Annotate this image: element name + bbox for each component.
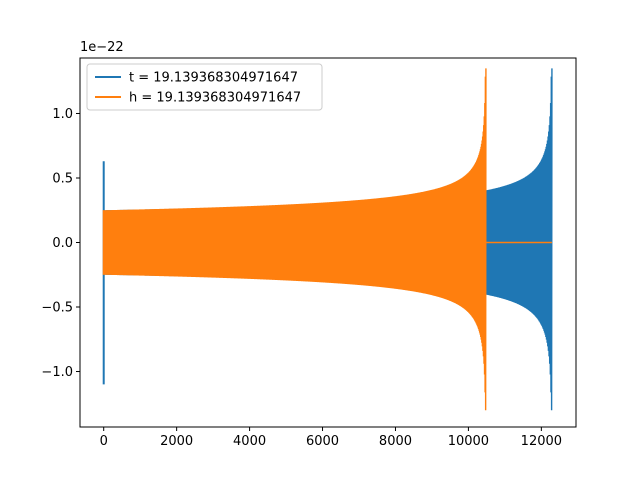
x-tick-label: 2000	[160, 434, 193, 449]
y-tick-label: 1.0	[52, 107, 73, 122]
y-axis: −1.0 −0.5 0.0 0.5 1.0	[41, 107, 80, 380]
y-tick-label: −1.0	[41, 365, 73, 380]
legend-label: h = 19.139368304971647	[129, 91, 301, 106]
y-offset-label: 1e−22	[80, 40, 124, 55]
y-tick-label: −0.5	[41, 301, 73, 316]
x-tick-label: 4000	[233, 434, 266, 449]
x-tick-label: 12000	[521, 434, 562, 449]
legend: t = 19.139368304971647 h = 19.13936830497…	[86, 63, 323, 111]
legend-box	[86, 63, 323, 111]
x-tick-label: 0	[100, 434, 108, 449]
series-layer	[102, 68, 553, 411]
x-tick-label: 10000	[448, 434, 489, 449]
x-tick-label: 8000	[379, 434, 412, 449]
y-tick-label: 0.0	[52, 236, 73, 251]
x-axis: 0 2000 4000 6000 8000 10000 12000	[100, 427, 562, 449]
x-tick-label: 6000	[306, 434, 339, 449]
series-1	[102, 68, 552, 411]
y-tick-label: 0.5	[52, 171, 73, 186]
legend-label: t = 19.139368304971647	[129, 71, 298, 86]
series-line	[103, 68, 487, 411]
